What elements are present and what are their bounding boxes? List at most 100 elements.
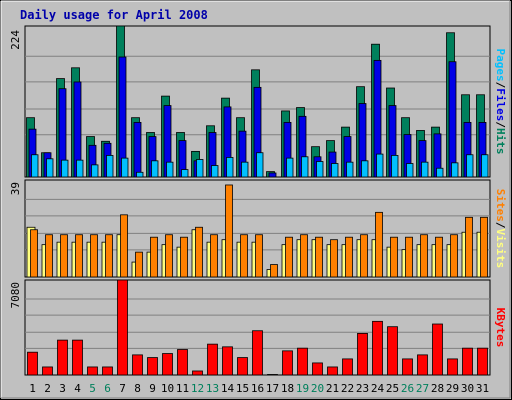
day-axis: 1 2 3 4 5 6 7 8 9 10 11 12 13 14 15 16 17 18 19 20 21 22 23 24 2… [29, 382, 489, 395]
bar-pages [61, 159, 69, 178]
bar-sites [90, 234, 98, 278]
bar-pages [226, 157, 234, 178]
bar-sites [270, 264, 278, 278]
bar-kbytes [327, 366, 338, 376]
bar-sites [360, 234, 368, 278]
bar-sites [225, 184, 233, 278]
bar-kbytes [147, 357, 158, 376]
bar-sites [345, 236, 353, 278]
bar-sites [240, 234, 248, 278]
axis-label-part: / [494, 121, 507, 128]
bar-kbytes [57, 339, 68, 376]
bar-kbytes [132, 354, 143, 376]
day-label: 6 [104, 382, 111, 395]
day-label: 21 [326, 382, 339, 395]
bar-kbytes [252, 330, 263, 376]
bar-kbytes [102, 366, 113, 376]
bar-sites [75, 234, 83, 278]
bar-pages [361, 160, 369, 178]
day-label: 26 [401, 382, 414, 395]
bar-pages [436, 167, 444, 178]
bar-sites [435, 236, 443, 278]
day-label: 14 [221, 382, 235, 395]
bar-sites [210, 234, 218, 278]
day-label: 10 [161, 382, 174, 395]
bar-pages [76, 159, 84, 178]
bar-sites [405, 236, 413, 278]
chart-title: Daily usage for April 2008 [20, 8, 208, 22]
bar-pages [91, 164, 99, 178]
bar-kbytes [432, 323, 443, 376]
day-label: 30 [461, 382, 474, 395]
bar-pages [31, 154, 39, 178]
bar-kbytes [87, 366, 98, 376]
bar-pages [481, 154, 489, 178]
day-label: 9 [149, 382, 156, 395]
bar-pages [166, 161, 174, 178]
panel-axis-label: KBytes [494, 308, 507, 348]
day-label: 22 [341, 382, 354, 395]
bar-sites [180, 236, 188, 278]
bar-pages [421, 161, 429, 178]
bar-sites [300, 234, 308, 278]
day-label: 11 [176, 382, 189, 395]
axis-label-part: Pages [494, 49, 507, 82]
bar-kbytes [237, 357, 248, 376]
axis-label-part: Hits [494, 128, 507, 155]
visitors-scale-label: 39 [9, 182, 22, 195]
bar-kbytes [72, 339, 83, 376]
bar-pages [121, 157, 129, 178]
day-label: 19 [296, 382, 309, 395]
bar-kbytes [177, 349, 188, 376]
axis-label-part: KBytes [494, 308, 507, 348]
day-label: 12 [191, 382, 204, 395]
bar-files [448, 61, 457, 178]
bar-sites [45, 234, 53, 278]
day-label: 15 [236, 382, 249, 395]
day-label: 17 [266, 382, 279, 395]
bar-pages [466, 154, 474, 178]
day-label: 5 [89, 382, 96, 395]
bar-kbytes [477, 347, 488, 376]
bar-pages [256, 152, 264, 178]
day-label: 20 [311, 382, 324, 395]
bar-pages [46, 158, 54, 178]
bar-kbytes [267, 374, 278, 376]
bar-pages [286, 157, 294, 178]
axis-label-part: Sites [494, 189, 507, 222]
bar-pages [316, 161, 324, 178]
day-label: 8 [134, 382, 141, 395]
bar-kbytes [402, 358, 413, 376]
day-label: 13 [206, 382, 219, 395]
day-label: 16 [251, 382, 264, 395]
axis-label-part: / [494, 82, 507, 89]
bar-kbytes [387, 326, 398, 376]
panel-traffic: 224 Pages/Files/Hits [9, 25, 507, 178]
bar-kbytes [462, 347, 473, 376]
day-label: 23 [356, 382, 369, 395]
panel-axis-labels: Pages/Files/Hits [494, 49, 507, 155]
bar-sites [60, 234, 68, 278]
bar-kbytes [42, 366, 53, 376]
bar-pages [151, 160, 159, 178]
bar-pages [451, 162, 459, 178]
bar-pages [331, 163, 339, 178]
bar-sites [450, 234, 458, 278]
bar-sites [420, 234, 428, 278]
bar-kbytes [192, 370, 203, 376]
day-label: 4 [74, 382, 81, 395]
panel-axis-labels: KBytes [494, 308, 507, 348]
bar-kbytes [117, 279, 128, 376]
bar-kbytes [372, 320, 383, 376]
bar-files [133, 121, 142, 178]
panel-axis-labels: Sites/Visits [494, 189, 507, 269]
bar-kbytes [357, 333, 368, 376]
bar-pages [376, 153, 384, 178]
panel-axis-label: Pages/Files/Hits [494, 49, 507, 155]
bar-kbytes [447, 358, 458, 376]
bar-sites [480, 216, 488, 278]
bar-sites [120, 214, 128, 278]
day-label: 24 [371, 382, 385, 395]
bar-sites [135, 251, 143, 278]
